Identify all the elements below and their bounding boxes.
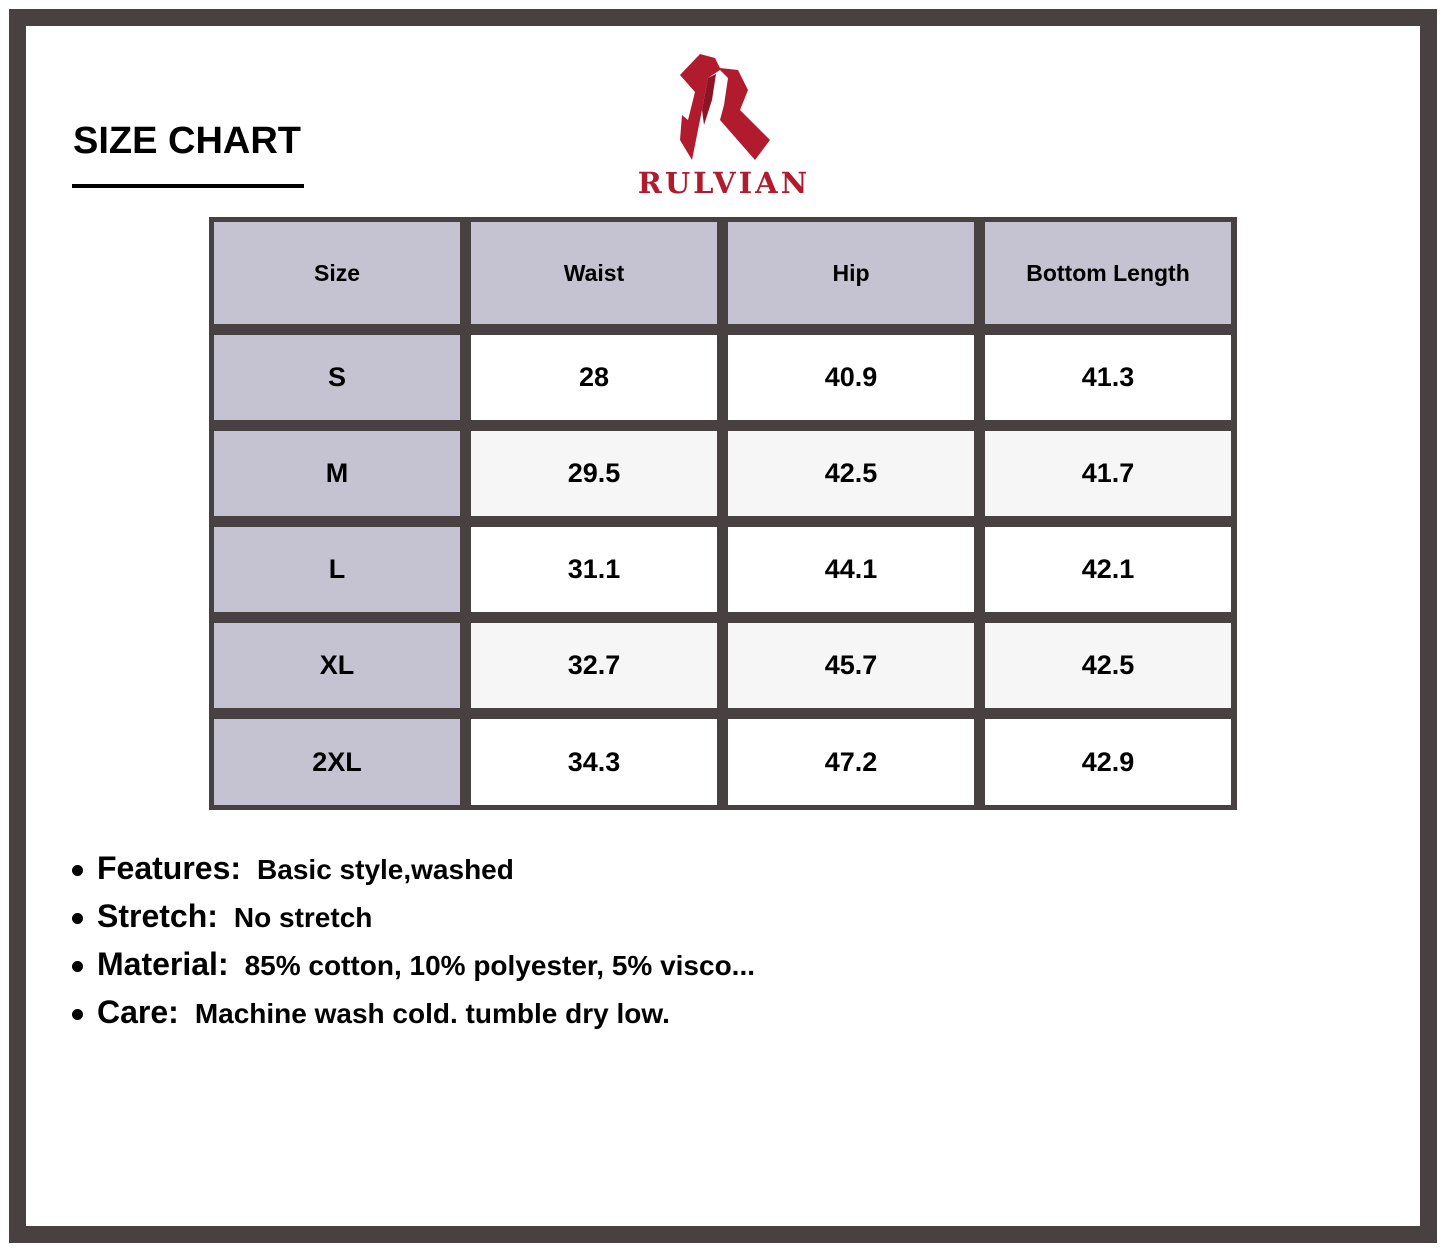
detail-item: Stretch: No stretch	[72, 898, 755, 946]
measurement-cell: 42.5	[728, 431, 974, 516]
detail-label: Stretch:	[97, 898, 218, 934]
brand-logo-icon	[680, 54, 770, 160]
measurement-cell: 45.7	[728, 623, 974, 708]
column-header: Bottom Length	[985, 222, 1231, 324]
brand-name: RULVIAN	[637, 166, 811, 200]
measurement-cell: 42.1	[985, 527, 1231, 612]
detail-label: Material:	[97, 946, 229, 982]
size-table: Size Waist Hip Bottom Length S 28 40.9 41.3 M 29.…	[209, 217, 1237, 810]
measurement-cell: 31.1	[471, 527, 717, 612]
measurement-cell: 42.9	[985, 719, 1231, 805]
bullet-icon	[72, 864, 83, 876]
detail-item: Material: 85% cotton, 10% polyester, 5% v…	[72, 946, 755, 994]
detail-value: Machine wash cold. tumble dry low.	[194, 998, 670, 1029]
measurement-cell: 41.7	[985, 431, 1231, 516]
detail-value: 85% cotton, 10% polyester, 5% visco...	[244, 950, 756, 981]
page-title: SIZE CHART	[73, 120, 301, 162]
bullet-icon	[72, 1008, 83, 1020]
bullet-icon	[72, 912, 83, 924]
size-cell: 2XL	[214, 719, 460, 805]
size-cell: S	[214, 335, 460, 420]
detail-item: Features: Basic style,washed	[72, 850, 755, 898]
column-header: Size	[214, 222, 460, 324]
column-header: Hip	[728, 222, 974, 324]
measurement-cell: 40.9	[728, 335, 974, 420]
measurement-cell: 32.7	[471, 623, 717, 708]
detail-item: Care: Machine wash cold. tumble dry low.	[72, 994, 755, 1042]
column-header: Waist	[471, 222, 717, 324]
title-underline	[72, 184, 304, 188]
measurement-cell: 47.2	[728, 719, 974, 805]
measurement-cell: 34.3	[471, 719, 717, 805]
detail-label: Care:	[97, 994, 179, 1030]
detail-label: Features:	[97, 850, 242, 886]
measurement-cell: 41.3	[985, 335, 1231, 420]
detail-value: Basic style,washed	[257, 854, 514, 885]
detail-value: No stretch	[233, 902, 373, 933]
measurement-cell: 42.5	[985, 623, 1231, 708]
measurement-cell: 29.5	[471, 431, 717, 516]
bullet-icon	[72, 960, 83, 972]
measurement-cell: 44.1	[728, 527, 974, 612]
size-cell: L	[214, 527, 460, 612]
size-cell: M	[214, 431, 460, 516]
measurement-cell: 28	[471, 335, 717, 420]
product-details: Features: Basic style,washed Stretch: No st…	[72, 850, 755, 1042]
size-cell: XL	[214, 623, 460, 708]
